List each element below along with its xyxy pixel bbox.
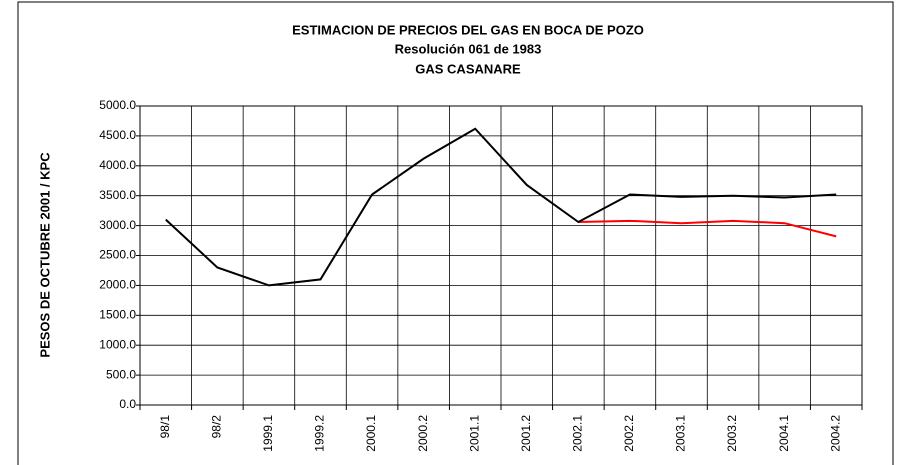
y-tick-label: 3000.0 <box>99 218 136 232</box>
x-tick-label: 1999.1 <box>261 415 275 452</box>
y-tick-label: 500.0 <box>106 367 136 381</box>
x-tick-label: 98/2 <box>210 415 224 439</box>
x-tick-label: 1999.2 <box>313 415 327 452</box>
y-tick-label: 2500.0 <box>99 248 136 262</box>
x-tick-label: 2001.2 <box>519 415 533 452</box>
x-tick-label: 98/1 <box>158 415 172 439</box>
y-tick-label: 1000.0 <box>99 337 136 351</box>
chart-subtitle: Resolución 061 de 1983 <box>395 41 542 56</box>
chart-title: ESTIMACION DE PRECIOS DEL GAS EN BOCA DE… <box>292 22 644 37</box>
x-tick-label: 2004.1 <box>777 415 791 452</box>
chart-subtitle: GAS CASANARE <box>415 61 521 76</box>
y-tick-label: 5000.0 <box>99 98 136 112</box>
y-tick-label: 2000.0 <box>99 278 136 292</box>
x-tick-label: 2002.2 <box>622 415 636 452</box>
y-tick-label: 4500.0 <box>99 128 136 142</box>
x-tick-label: 2001.1 <box>467 415 481 452</box>
x-tick-label: 2003.1 <box>674 415 688 452</box>
x-tick-label: 2004.2 <box>828 415 842 452</box>
y-tick-label: 0.0 <box>119 397 136 411</box>
y-tick-label: 1500.0 <box>99 307 136 321</box>
x-tick-label: 2000.2 <box>416 415 430 452</box>
x-tick-label: 2002.1 <box>571 415 585 452</box>
x-tick-label: 2000.1 <box>364 415 378 452</box>
series-line <box>165 127 837 287</box>
y-tick-label: 3500.0 <box>99 188 136 202</box>
x-tick-label: 2003.2 <box>725 415 739 452</box>
series-line <box>578 219 837 238</box>
chart-border <box>17 1 894 465</box>
y-tick-label: 4000.0 <box>99 158 136 172</box>
y-axis-title: PESOS DE OCTUBRE 2001 / KPC <box>37 152 52 358</box>
plot-frame <box>139 105 863 406</box>
